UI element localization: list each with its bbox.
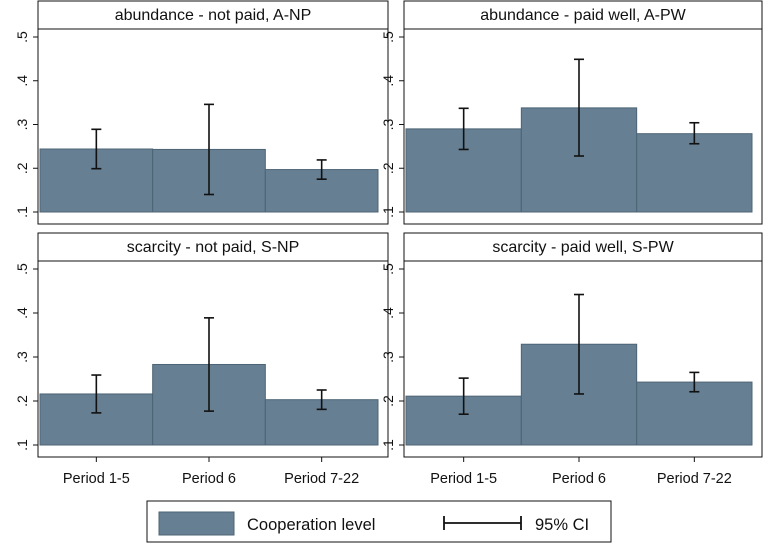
error-bar [91,128,102,170]
error-bar [204,103,214,196]
x-tick-label: Period 1-5 [430,471,497,487]
y-tick-label: .5 [14,31,30,43]
y-tick-label: .2 [380,162,396,174]
plot-frame [37,28,389,225]
x-tick-label: Period 7-22 [657,471,732,487]
y-tick-label: .4 [380,75,396,87]
y-tick-label: .3 [380,118,396,130]
y-tick-label: .1 [380,439,396,451]
plot-frame [37,260,389,458]
y-tick-label: .5 [380,263,396,275]
y-tick-label: .1 [14,439,30,451]
bar [636,133,753,213]
panel-4: scarcity - paid well, S-PW .1 .2 .3 .4 .5 Peri… [380,232,763,487]
y-tick-label: .2 [380,395,396,407]
error-bar [458,107,469,151]
legend-label-ci: 95% CI [535,516,589,534]
error-bar [316,389,327,411]
bar [636,381,753,446]
panel-title: abundance - not paid, A-NP [115,7,312,24]
y-tick-label: .2 [14,395,30,407]
error-bar [689,121,700,145]
panel-header [37,232,389,262]
plot-frame [403,260,763,458]
error-bar [574,58,584,157]
x-tick-label: Period 6 [552,471,606,487]
panel-2: abundance - paid well, A-PW .1 .2 .3 .4 .5 [380,0,763,225]
plot-frame [403,28,763,225]
x-tick-label: Period 6 [182,471,236,487]
legend-label-cooperation: Cooperation level [247,516,375,534]
x-tick-label: Period 7-22 [284,471,359,487]
y-tick-label: .4 [14,75,30,87]
panel-header [37,0,389,30]
panel-header [403,232,763,262]
error-bar [91,374,102,414]
panel-title: scarcity - paid well, S-PW [492,239,674,256]
panel-title: abundance - paid well, A-PW [480,7,686,24]
y-tick-label: .4 [380,307,396,319]
panel-header [403,0,763,30]
legend-bar-swatch [158,511,235,536]
y-tick-label: .1 [14,206,30,218]
y-tick-label: .5 [380,31,396,43]
panel-3: scarcity - not paid, S-NP .1 .2 .3 .4 .5 Perio… [14,232,389,487]
panel-1: abundance - not paid, A-NP .1 .2 .3 .4 .5 [14,0,389,225]
error-bar [574,293,584,395]
panel-title: scarcity - not paid, S-NP [127,239,300,256]
y-tick-label: .3 [380,351,396,363]
y-tick-label: .5 [14,263,30,275]
y-tick-label: .1 [380,206,396,218]
legend: Cooperation level 95% CI [146,500,612,543]
error-bar [316,159,327,180]
y-tick-label: .3 [14,118,30,130]
y-tick-label: .2 [14,162,30,174]
x-tick-label: Period 1-5 [63,471,130,487]
error-bar [204,317,214,412]
y-tick-label: .3 [14,351,30,363]
y-tick-label: .4 [14,307,30,319]
legend-errorbar-swatch [443,516,522,530]
error-bar [689,371,700,393]
error-bar [458,377,469,416]
